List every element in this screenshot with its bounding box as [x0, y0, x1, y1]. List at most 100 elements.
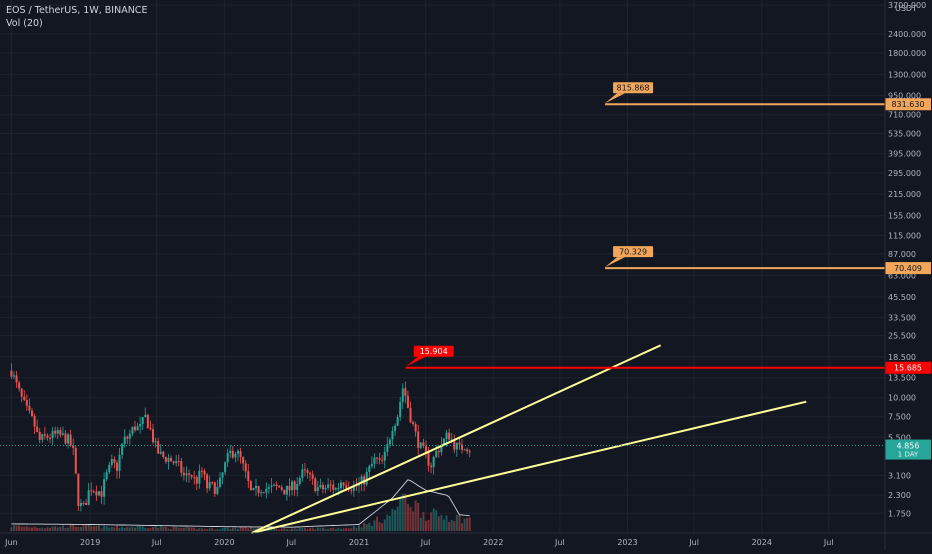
trendline-1	[251, 344, 662, 534]
volume-bar	[394, 510, 397, 531]
volume-bar	[466, 517, 469, 531]
volume-bar	[329, 528, 332, 531]
volume-bar	[15, 525, 18, 531]
candle-body	[437, 450, 440, 453]
candle-body	[131, 426, 134, 434]
candle-body	[466, 449, 469, 452]
volume-bar	[468, 517, 471, 531]
candle-body	[41, 434, 44, 440]
candle-body	[92, 491, 95, 493]
volume-bar	[152, 526, 155, 531]
candle-body	[110, 458, 113, 465]
volume-bar	[92, 526, 95, 531]
level-callout-value: 70.329	[619, 248, 647, 257]
volume-bar	[162, 526, 165, 531]
volume-bar	[396, 506, 399, 531]
volume-bar	[43, 528, 46, 531]
volume-bar	[10, 527, 13, 531]
volume-bar	[59, 526, 62, 531]
candle-body	[59, 429, 62, 435]
candle-body	[139, 423, 142, 427]
volume-indicator-title[interactable]: Vol (20)	[6, 18, 43, 29]
candle-body	[90, 490, 93, 492]
volume-bar	[87, 524, 90, 531]
x-tick-label: 2022	[483, 538, 503, 547]
volume-bar	[293, 528, 296, 531]
volume-bar	[455, 515, 458, 531]
candle-body	[252, 488, 255, 490]
volume-bar	[430, 512, 433, 531]
x-tick-label: 2019	[80, 538, 100, 547]
volume-bar	[54, 526, 57, 531]
volume-bar	[128, 527, 131, 531]
volume-bar	[23, 526, 26, 531]
candle-body	[273, 484, 276, 486]
candle-body	[188, 473, 191, 476]
volume-bar	[38, 528, 41, 531]
candle-body	[309, 472, 312, 475]
volume-bar	[226, 527, 229, 531]
candle-body	[144, 414, 147, 418]
volume-bar	[229, 528, 232, 531]
y-tick-label: 10.000	[888, 394, 916, 403]
volume-bar	[321, 527, 324, 531]
candle-body	[54, 430, 57, 434]
volume-bar	[285, 529, 288, 531]
candle-body	[430, 465, 433, 468]
candle-body	[327, 484, 330, 488]
volume-bar	[252, 528, 255, 531]
candle-body	[152, 429, 155, 443]
y-tick-label: 710.000	[888, 111, 921, 120]
candle-body	[399, 401, 402, 417]
volume-bar	[49, 527, 52, 531]
volume-bar	[275, 528, 278, 531]
volume-bar	[211, 527, 214, 531]
volume-bar	[90, 525, 93, 531]
candle-body	[218, 477, 221, 487]
candle-body	[56, 429, 59, 434]
volume-bar	[309, 528, 312, 531]
candle-body	[182, 472, 185, 476]
volume-bar	[131, 526, 134, 531]
x-tick-label: 2020	[214, 538, 234, 547]
volume-bar	[72, 524, 75, 531]
volume-bar	[324, 528, 327, 531]
candle-body	[31, 410, 34, 417]
y-tick-label: 950.000	[888, 91, 921, 100]
volume-bar	[164, 526, 167, 531]
x-tick-label: 2024	[752, 538, 772, 547]
level-price-value: 15.685	[894, 364, 922, 373]
volume-bar	[126, 526, 129, 531]
y-tick-label: 3700.000	[888, 1, 926, 10]
y-tick-label: 18.500	[888, 353, 916, 362]
current-price-tag	[885, 439, 931, 460]
volume-bar	[412, 511, 415, 531]
y-tick-label: 87.000	[888, 250, 916, 259]
candle-body	[203, 470, 206, 475]
candle-body	[162, 451, 165, 458]
candle-body	[146, 414, 149, 429]
candle-body	[406, 395, 409, 408]
y-tick-label: 155.000	[888, 212, 921, 221]
candle-body	[79, 502, 82, 507]
volume-bar	[46, 527, 49, 531]
level-callout-pointer	[605, 93, 626, 104]
symbol-title[interactable]: EOS / TetherUS, 1W, BINANCE	[6, 5, 148, 16]
x-tick-label: 2023	[617, 538, 637, 547]
candle-body	[126, 436, 129, 439]
volume-bar	[298, 527, 301, 531]
volume-bar	[391, 508, 394, 531]
candle-body	[306, 470, 309, 473]
candle-body	[193, 476, 196, 478]
x-tick-label: Jul	[823, 538, 834, 547]
candle-body	[334, 488, 337, 490]
y-tick-label: 13.500	[888, 374, 916, 383]
volume-bar	[182, 527, 185, 531]
candle-body	[368, 466, 371, 472]
candle-body	[329, 484, 332, 486]
candle-body	[424, 446, 427, 452]
candle-body	[345, 485, 348, 489]
volume-bar	[61, 525, 64, 531]
